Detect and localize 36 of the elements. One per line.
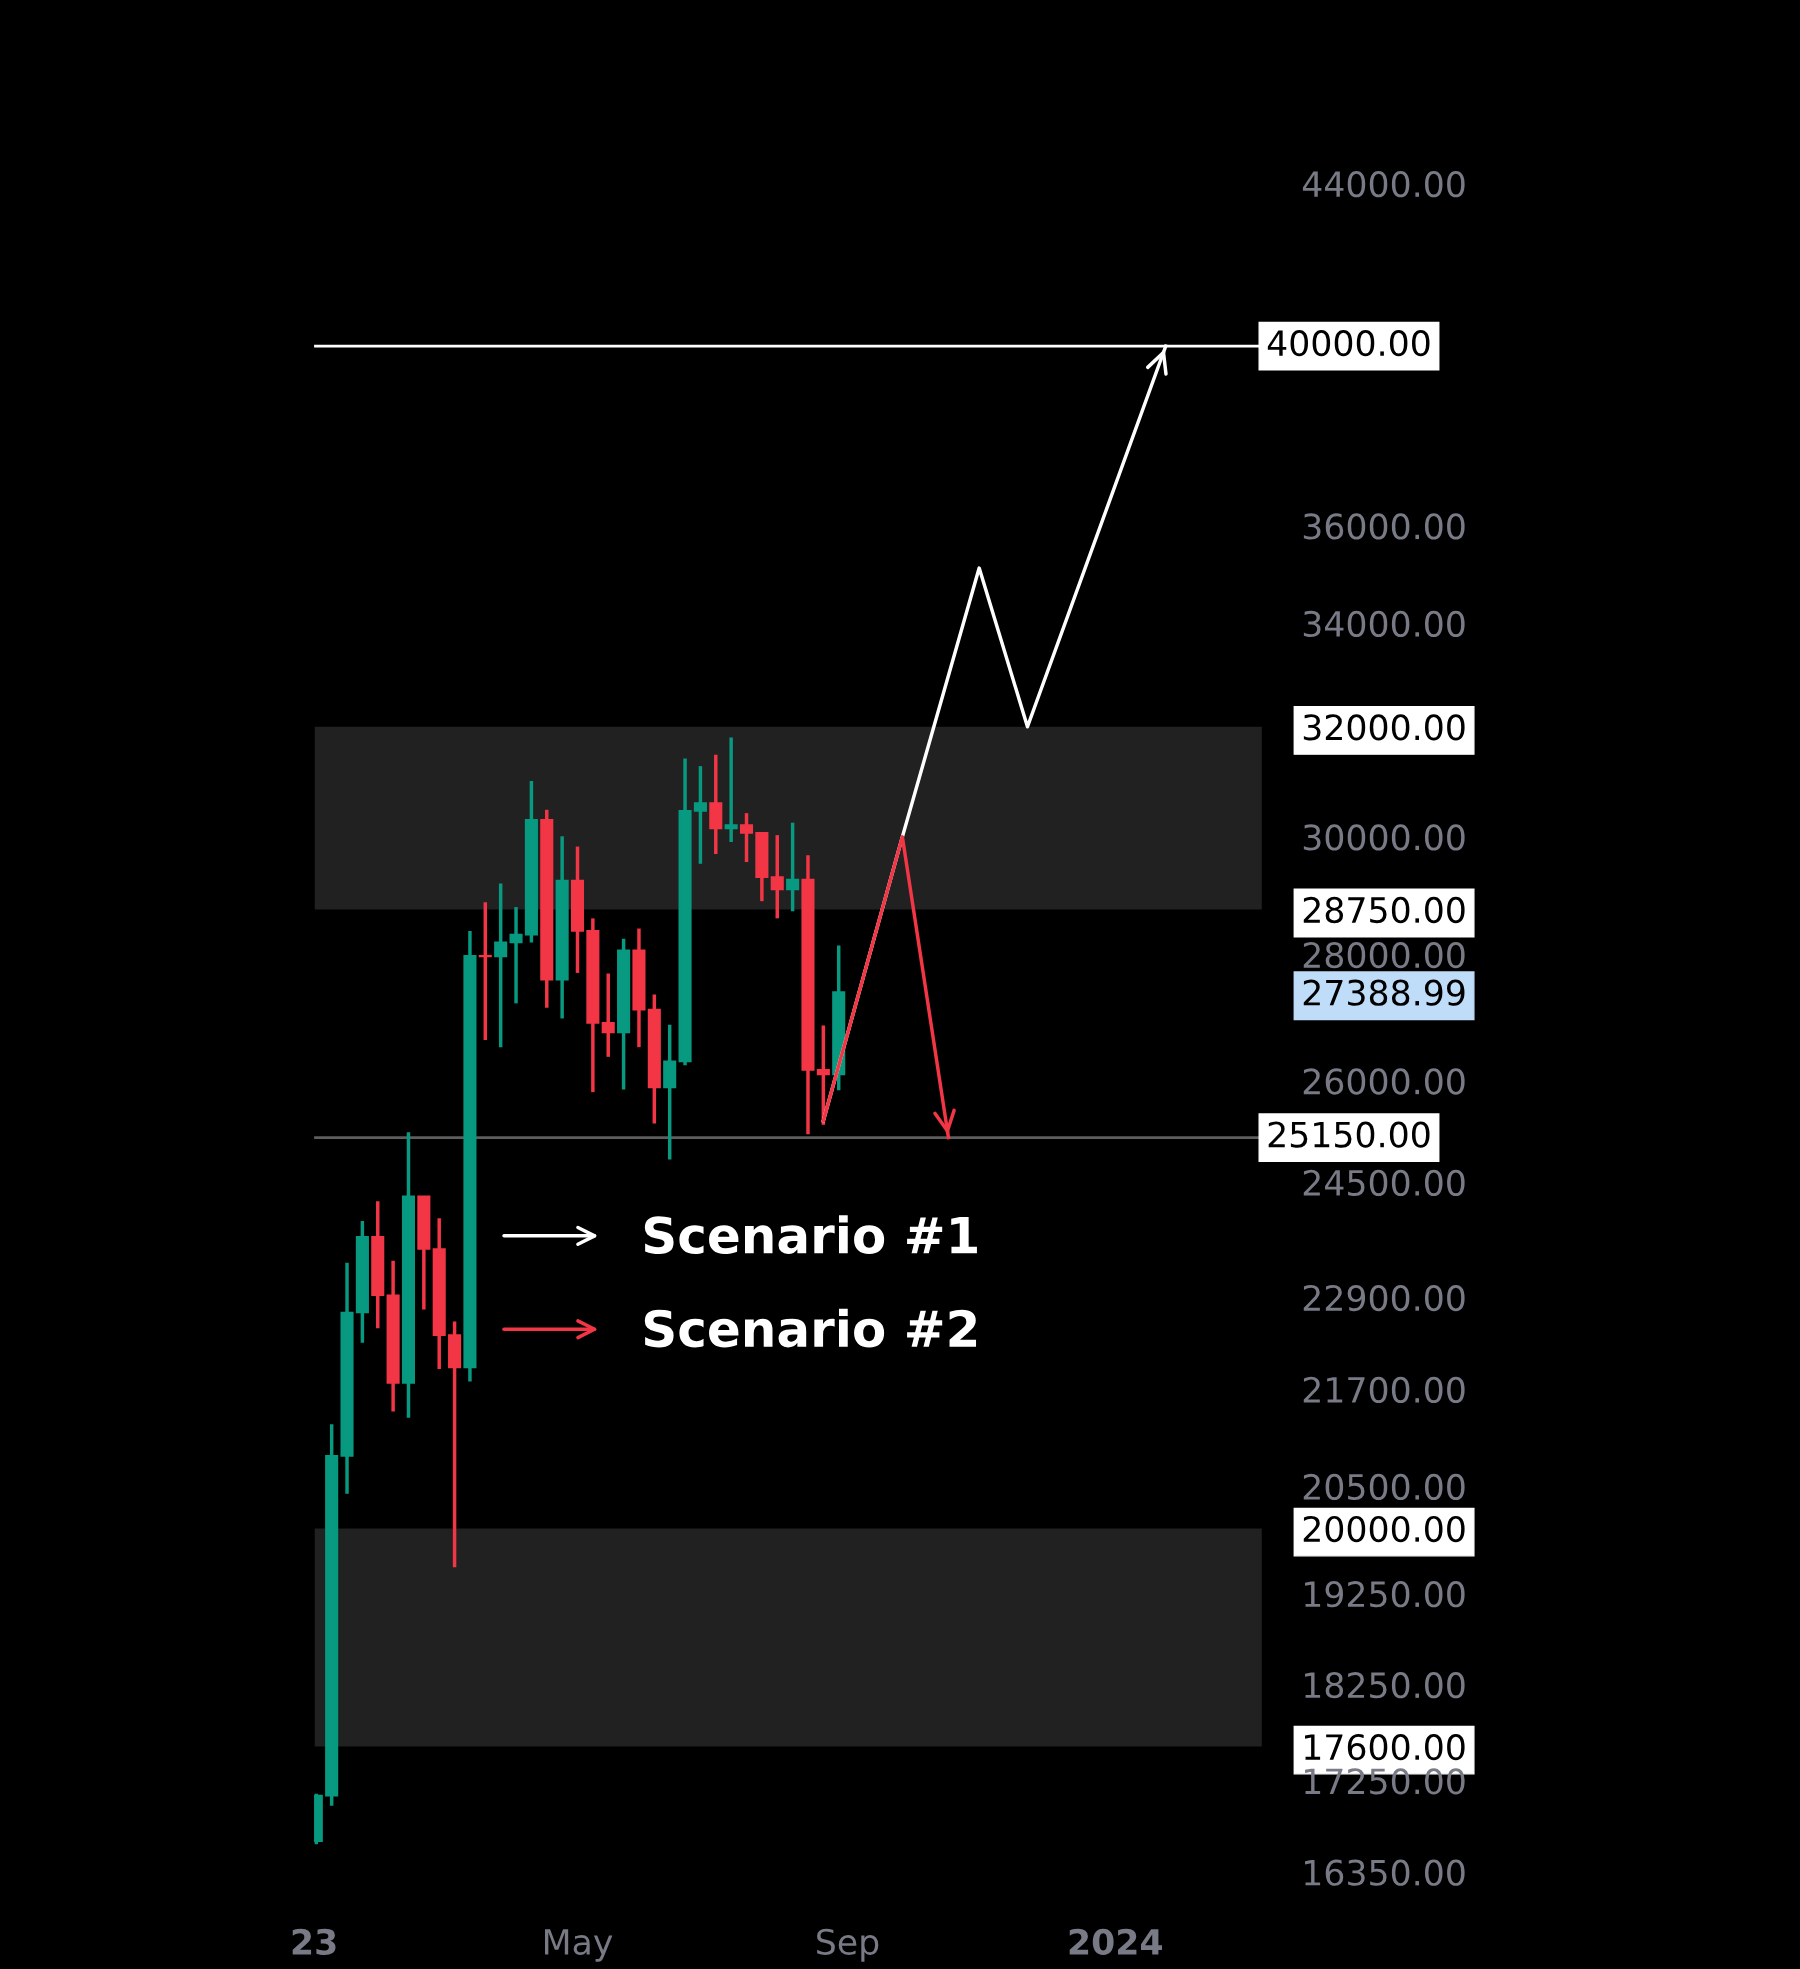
candlestick [770, 835, 784, 919]
x-tick-label: May [545, 1929, 613, 1962]
y-tick-label: 34000.00 [1303, 610, 1465, 638]
candlestick [724, 737, 738, 842]
y-tick-label: 30000.00 [1303, 824, 1465, 851]
y-tick-label: 36000.00 [1303, 513, 1465, 540]
y-tick-label: 20000.00 [1303, 1515, 1465, 1543]
y-tick-label: 21700.00 [1303, 1376, 1465, 1403]
y-tick-label: 18250.00 [1305, 1672, 1465, 1699]
legend-label: Scenario #2 [644, 1308, 977, 1348]
candlestick [601, 973, 615, 1057]
y-tick-label: 16350.00 [1305, 1859, 1465, 1886]
y-tick-label: 17250.00 [1305, 1768, 1465, 1795]
candlestick [478, 902, 492, 1041]
x-tick-label: 23 [292, 1928, 336, 1955]
y-tick-label: 26000.00 [1303, 1068, 1465, 1095]
candlestick [494, 883, 508, 1048]
x-tick-label: Sep [817, 1928, 879, 1962]
candlestick [786, 822, 800, 912]
candlestick [509, 907, 523, 1004]
y-tick-label: 27388.99 [1303, 979, 1465, 1006]
y-tick-label: 19250.00 [1305, 1581, 1465, 1608]
ref-line-label: 40000.00 [1267, 329, 1430, 357]
y-tick-label: 22900.00 [1303, 1284, 1465, 1312]
x-tick-label: 2024 [1069, 1928, 1162, 1955]
candlestick [739, 813, 754, 864]
y-tick-label: 28750.00 [1303, 896, 1465, 924]
y-tick-label: 17600.00 [1305, 1733, 1465, 1761]
legend-label: Scenario #1 [644, 1215, 977, 1255]
y-tick-label: 20500.00 [1303, 1473, 1465, 1501]
candlestick [693, 766, 707, 864]
y-tick-label: 32000.00 [1303, 714, 1465, 741]
y-tick-label: 24500.00 [1303, 1169, 1465, 1196]
ref-line-label: 25150.00 [1268, 1121, 1430, 1148]
y-tick-label: 44000.00 [1302, 171, 1465, 198]
y-tick-label: 28000.00 [1303, 941, 1465, 969]
